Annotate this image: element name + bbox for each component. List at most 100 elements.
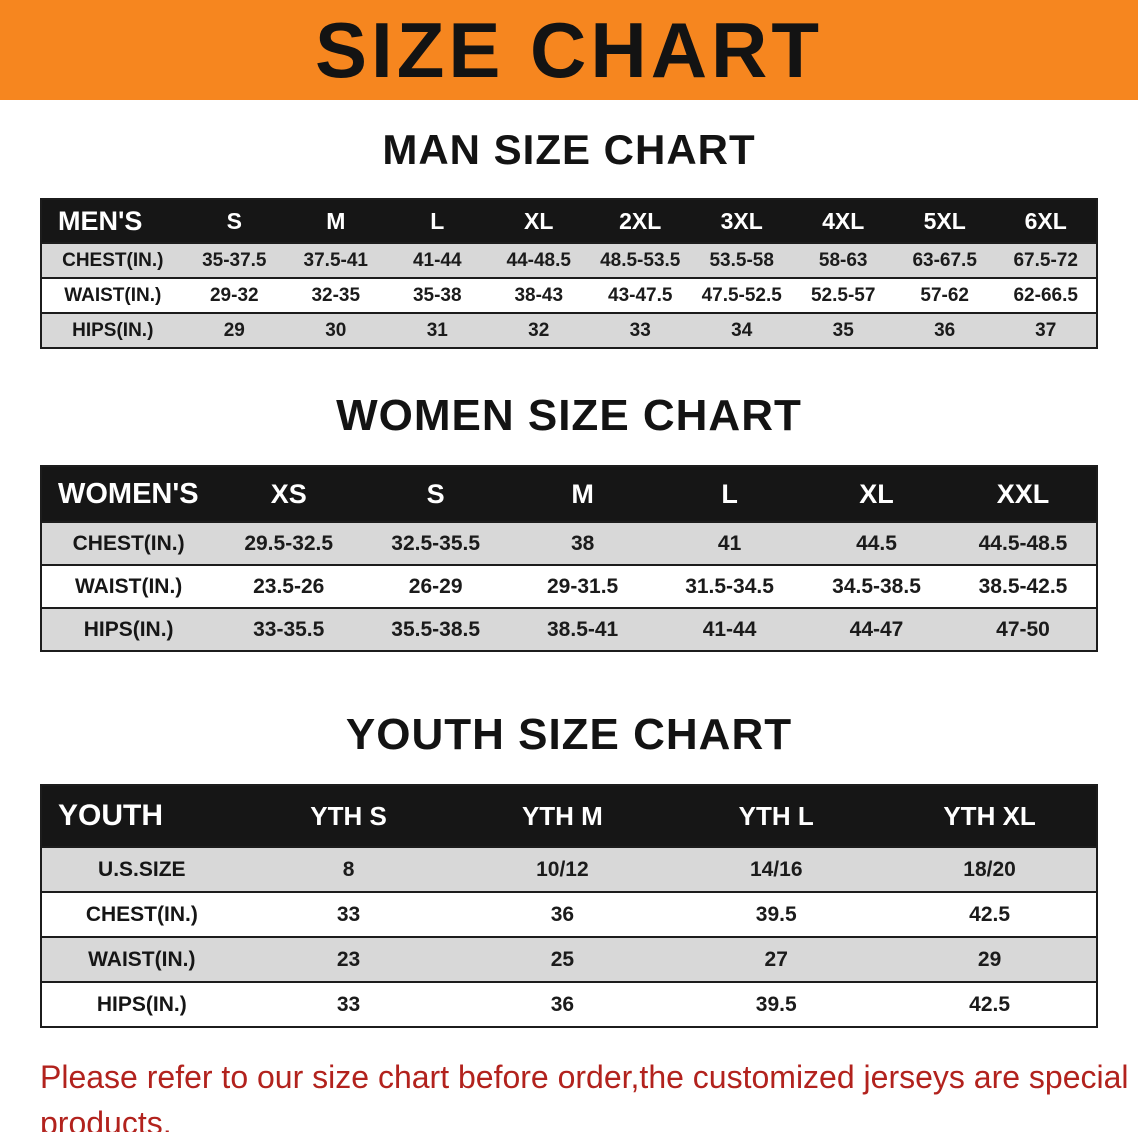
women-size-table: WOMEN'S XS S M L XL XXL CHEST(IN.) 29.5-32.5 32.5… [40,465,1098,652]
measurement-value-cell: 36 [550,902,575,926]
table-row: CHEST(IN.) 29.5-32.5 32.5-35.5 38 41 44.5 44.5… [41,522,1097,565]
table-row: HIPS(IN.) 33 36 39.5 42.5 [41,982,1097,1027]
measurement-value-cell: 44.5-48.5 [978,531,1068,555]
measurement-value-cell: 32 [528,319,550,341]
measurement-value-cell: 18/20 [963,857,1016,881]
size-column-header: M [326,207,346,234]
measurement-value-cell: 47-50 [996,617,1050,641]
size-column-header: M [571,478,594,509]
measurement-value-cell: 43-47.5 [608,284,673,306]
measurement-label-cell: WAIST(IN.) [74,574,183,598]
table-row: CHEST(IN.) 33 36 39.5 42.5 [41,892,1097,937]
measurement-value-cell: 29 [223,319,245,341]
measurement-value-cell: 37.5-41 [303,249,368,271]
measurement-value-cell: 41 [717,531,742,555]
measurement-value-cell: 33 [629,319,651,341]
size-column-header: S [426,478,445,509]
measurement-value-cell: 42.5 [969,902,1011,926]
page-title: SIZE CHART [315,6,823,94]
size-column-header: 2XL [619,207,662,234]
measurement-label-cell: CHEST(IN.) [85,902,198,926]
measurement-value-cell: 35-38 [412,284,462,306]
measurement-value-cell: 31 [426,319,448,341]
measurement-value-cell: 41-44 [412,249,462,271]
measurement-value-cell: 44-47 [849,617,904,641]
measurement-label-cell: WAIST(IN.) [88,947,196,971]
measurement-value-cell: 35 [832,319,854,341]
size-column-header: XL [524,207,554,234]
size-column-header: YTH S [310,800,387,831]
men-size-section: MAN SIZE CHART MEN'S S M L XL 2XL 3XL 4XL 5XL 6XL… [0,100,1138,349]
measurement-value-cell: 32-35 [311,284,361,306]
size-column-header: 5XL [923,207,966,234]
measurement-value-cell: 36 [934,319,956,341]
size-column-header: L [430,207,445,234]
table-header-row: MEN'S S M L XL 2XL 3XL 4XL 5XL 6XL [41,199,1097,243]
size-column-header: YTH L [738,800,814,831]
measurement-label-cell: U.S.SIZE [98,857,186,881]
measurement-value-cell: 38-43 [514,284,564,306]
measurement-value-cell: 39.5 [755,902,797,926]
measurement-label-cell: CHEST(IN.) [72,531,185,555]
measurement-value-cell: 42.5 [969,992,1011,1016]
measurement-value-cell: 33 [336,992,361,1016]
size-column-header: XXL [996,478,1050,509]
size-column-header: 6XL [1024,207,1067,234]
measurement-value-cell: 29.5-32.5 [244,531,334,555]
measurement-value-cell: 33-35.5 [253,617,325,641]
measurement-value-cell: 33 [336,902,361,926]
banner: SIZE CHART [0,0,1138,100]
measurement-value-cell: 48.5-53.5 [600,249,681,271]
table-row: WAIST(IN.) 29-32 32-35 35-38 38-43 43-47.5 47.… [41,278,1097,313]
order-policy-note-line1: Please refer to our size chart before or… [40,1059,1129,1132]
measurement-value-cell: 27 [764,947,788,971]
table-row: HIPS(IN.) 33-35.5 35.5-38.5 38.5-41 41-44 44-… [41,608,1097,651]
size-column-header: L [721,478,738,509]
measurement-value-cell: 57-62 [920,284,969,306]
size-column-header: YTH XL [943,800,1036,831]
measurement-value-cell: 38.5-42.5 [978,574,1068,598]
measurement-value-cell: 30 [325,319,347,341]
measurement-value-cell: 34.5-38.5 [832,574,921,598]
measurement-label-cell: WAIST(IN.) [64,284,162,306]
measurement-value-cell: 53.5-58 [709,249,774,271]
measurement-value-cell: 47.5-52.5 [701,284,782,306]
table-title-cell: YOUTH [58,799,163,832]
order-policy-note: Please refer to our size chart before or… [40,1054,1138,1132]
measurement-value-cell: 41-44 [702,617,757,641]
size-column-header: XL [859,478,894,509]
measurement-value-cell: 8 [342,857,355,881]
measurement-value-cell: 62-66.5 [1013,284,1078,306]
measurement-value-cell: 29 [977,947,1002,971]
measurement-value-cell: 35.5-38.5 [391,617,481,641]
table-row: WAIST(IN.) 23.5-26 26-29 29-31.5 31.5-34.5 34… [41,565,1097,608]
women-chart-heading: WOMEN SIZE CHART [336,391,802,440]
youth-size-table: YOUTH YTH S YTH M YTH L YTH XL U.S.SIZE 8 10/12… [40,784,1098,1028]
measurement-value-cell: 44.5 [856,531,897,555]
women-size-section: WOMEN SIZE CHART WOMEN'S XS S M L XL XXL CHEST(… [0,349,1138,652]
measurement-value-cell: 36 [550,992,575,1016]
measurement-value-cell: 26-29 [408,574,463,598]
measurement-value-cell: 38 [570,531,595,555]
measurement-label-cell: HIPS(IN.) [72,319,154,341]
size-column-header: XS [270,478,307,509]
measurement-value-cell: 14/16 [749,857,803,881]
measurement-value-cell: 29-31.5 [547,574,619,598]
size-column-header: 4XL [822,207,865,234]
table-row: U.S.SIZE 8 10/12 14/16 18/20 [41,847,1097,892]
measurement-value-cell: 52.5-57 [810,284,876,306]
measurement-label-cell: CHEST(IN.) [62,249,164,271]
youth-size-section: YOUTH SIZE CHART YOUTH YTH S YTH M YTH L YTH… [0,652,1138,1028]
measurement-value-cell: 63-67.5 [912,249,977,271]
table-header-row: YOUTH YTH S YTH M YTH L YTH XL [41,785,1097,847]
youth-chart-heading: YOUTH SIZE CHART [345,710,793,759]
measurement-label-cell: HIPS(IN.) [96,992,187,1016]
table-header-row: WOMEN'S XS S M L XL XXL [41,466,1097,522]
men-chart-heading: MAN SIZE CHART [382,126,756,173]
measurement-value-cell: 31.5-34.5 [685,574,774,598]
measurement-value-cell: 10/12 [536,857,589,881]
table-row: WAIST(IN.) 23 25 27 29 [41,937,1097,982]
measurement-value-cell: 37 [1035,319,1057,341]
table-row: HIPS(IN.) 29 30 31 32 33 34 35 36 37 [41,313,1097,348]
